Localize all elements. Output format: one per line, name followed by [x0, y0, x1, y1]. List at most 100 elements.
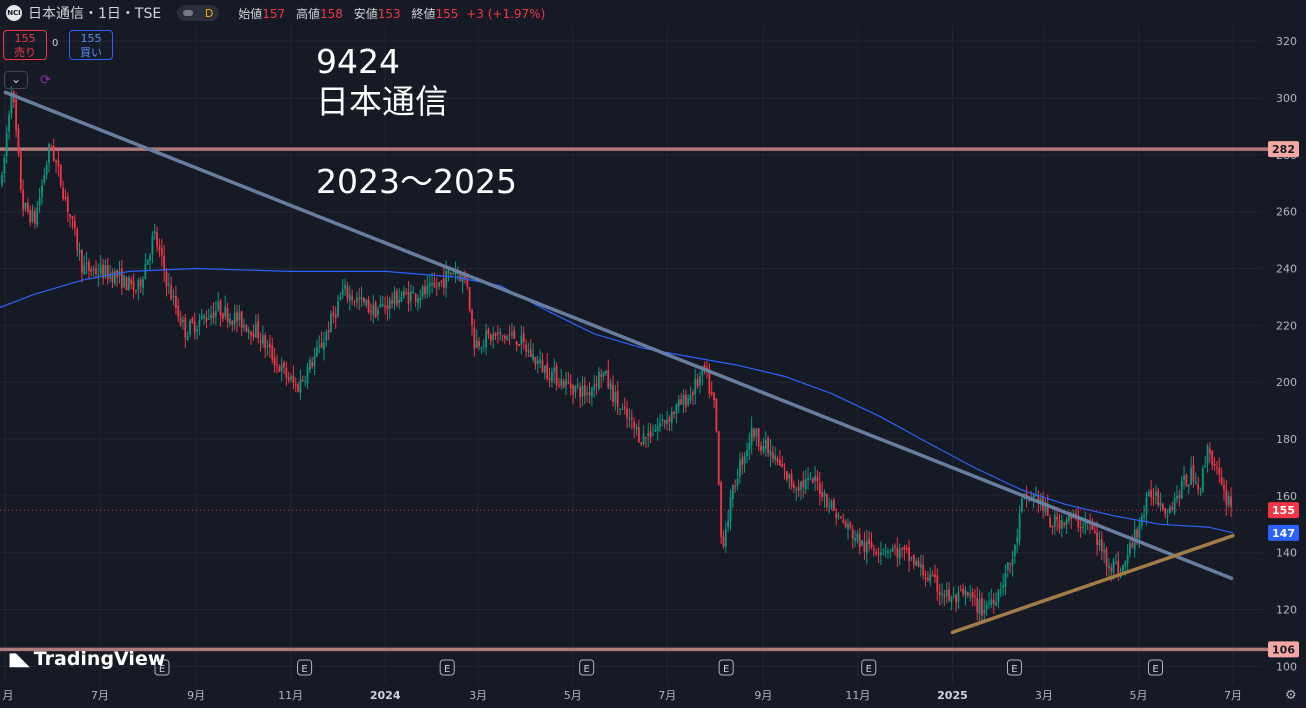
candle-body	[943, 595, 946, 597]
sell-button[interactable]: 155 売り	[3, 30, 47, 60]
candle-body	[1176, 495, 1178, 499]
candle-body	[995, 601, 997, 607]
candle-body	[543, 365, 546, 374]
candle-body	[684, 394, 687, 408]
level-price-tag-bg	[1268, 641, 1299, 658]
candle-body	[696, 379, 699, 387]
candle-body	[955, 595, 957, 603]
candle-body	[748, 442, 751, 450]
candle-body	[158, 246, 161, 250]
candle-body	[849, 522, 852, 528]
candle-body	[1115, 563, 1117, 565]
candle-body	[978, 599, 981, 615]
candle-body	[308, 359, 311, 370]
candle-body	[1091, 525, 1094, 530]
candle-body	[1002, 585, 1004, 588]
candle-body	[348, 294, 351, 301]
candle-body	[1082, 526, 1084, 528]
candle-body	[976, 598, 979, 613]
eye-toggle-icon[interactable]	[183, 10, 194, 16]
candle-body	[912, 554, 915, 565]
candle-body	[607, 370, 610, 388]
candle-body	[814, 475, 816, 481]
level-price-tag-bg	[1268, 141, 1299, 158]
candle-body	[743, 456, 746, 464]
candle-body	[177, 305, 180, 317]
candle-body	[1053, 515, 1056, 527]
candle-body	[1009, 562, 1012, 564]
candle-body	[261, 334, 264, 345]
candle-body	[1159, 502, 1162, 507]
tradingview-watermark: ▮◣ TradingView	[8, 648, 165, 670]
candle-body	[144, 264, 147, 279]
candle-body	[99, 265, 102, 274]
candle-body	[635, 427, 638, 430]
candle-body	[442, 278, 445, 288]
candle-body	[999, 589, 1002, 591]
candle-body	[680, 399, 683, 405]
chevron-down-icon[interactable]: ⌄	[4, 71, 28, 89]
candle-body	[985, 604, 988, 609]
candle-body	[558, 384, 560, 386]
candle-body	[1157, 490, 1160, 505]
buy-button[interactable]: 155 買い	[69, 30, 113, 60]
candle-body	[847, 524, 849, 530]
candle-body	[50, 146, 53, 149]
candle-body	[135, 290, 137, 292]
candle-body	[449, 272, 452, 275]
earnings-e-icon	[579, 659, 595, 676]
candle-body	[480, 347, 483, 349]
candle-body	[1117, 560, 1120, 575]
candle-body	[736, 478, 739, 486]
candle-body	[311, 361, 314, 367]
candle-body	[278, 366, 281, 372]
candle-body	[1110, 567, 1113, 572]
candle-body	[468, 287, 471, 311]
candle-body	[1063, 522, 1066, 525]
candle-body	[797, 486, 800, 491]
candle-body	[595, 383, 598, 386]
candle-body	[1018, 514, 1021, 541]
candle-body	[393, 291, 396, 304]
candle-body	[193, 321, 196, 333]
earnings-e-label: E	[159, 664, 165, 675]
candle-body	[398, 299, 401, 304]
sync-icon[interactable]: ⟳	[40, 73, 51, 88]
candle-body	[520, 335, 523, 345]
candle-body	[1218, 468, 1221, 476]
candle-body	[346, 286, 349, 299]
candle-body	[236, 311, 238, 322]
sell-price: 155	[14, 32, 36, 45]
candle-body	[59, 164, 62, 186]
candle-body	[501, 334, 504, 336]
symbol-title[interactable]: 日本通信・1日・TSE	[28, 6, 162, 22]
candle-body	[1178, 495, 1181, 498]
y-tick-label: 120	[1276, 604, 1297, 617]
tradingview-logo-icon: ▮◣	[8, 648, 30, 670]
candle-body	[1199, 491, 1202, 493]
settings-gear-icon[interactable]: ⚙	[1285, 688, 1297, 703]
candle-body	[45, 164, 48, 175]
candle-body	[191, 318, 194, 323]
candle-body	[290, 376, 292, 380]
candle-body	[945, 589, 948, 597]
candle-body	[1021, 498, 1023, 512]
candle-body	[600, 374, 603, 377]
candle-body	[299, 379, 302, 393]
candle-body	[494, 332, 497, 337]
candle-body	[673, 411, 675, 415]
delayed-badge: D	[204, 6, 214, 20]
candle-body	[833, 499, 835, 511]
candle-body	[222, 313, 224, 319]
watermark-text: TradingView	[33, 648, 166, 670]
candle-body	[793, 484, 795, 489]
interval-pill[interactable]: D	[177, 5, 220, 21]
candle-body	[391, 300, 393, 304]
candle-body	[365, 300, 368, 305]
candle-body	[205, 317, 208, 321]
candle-body	[250, 331, 252, 336]
candle-body	[659, 423, 661, 427]
downtrend-trendline	[3, 90, 1234, 581]
candle-body	[633, 421, 636, 428]
